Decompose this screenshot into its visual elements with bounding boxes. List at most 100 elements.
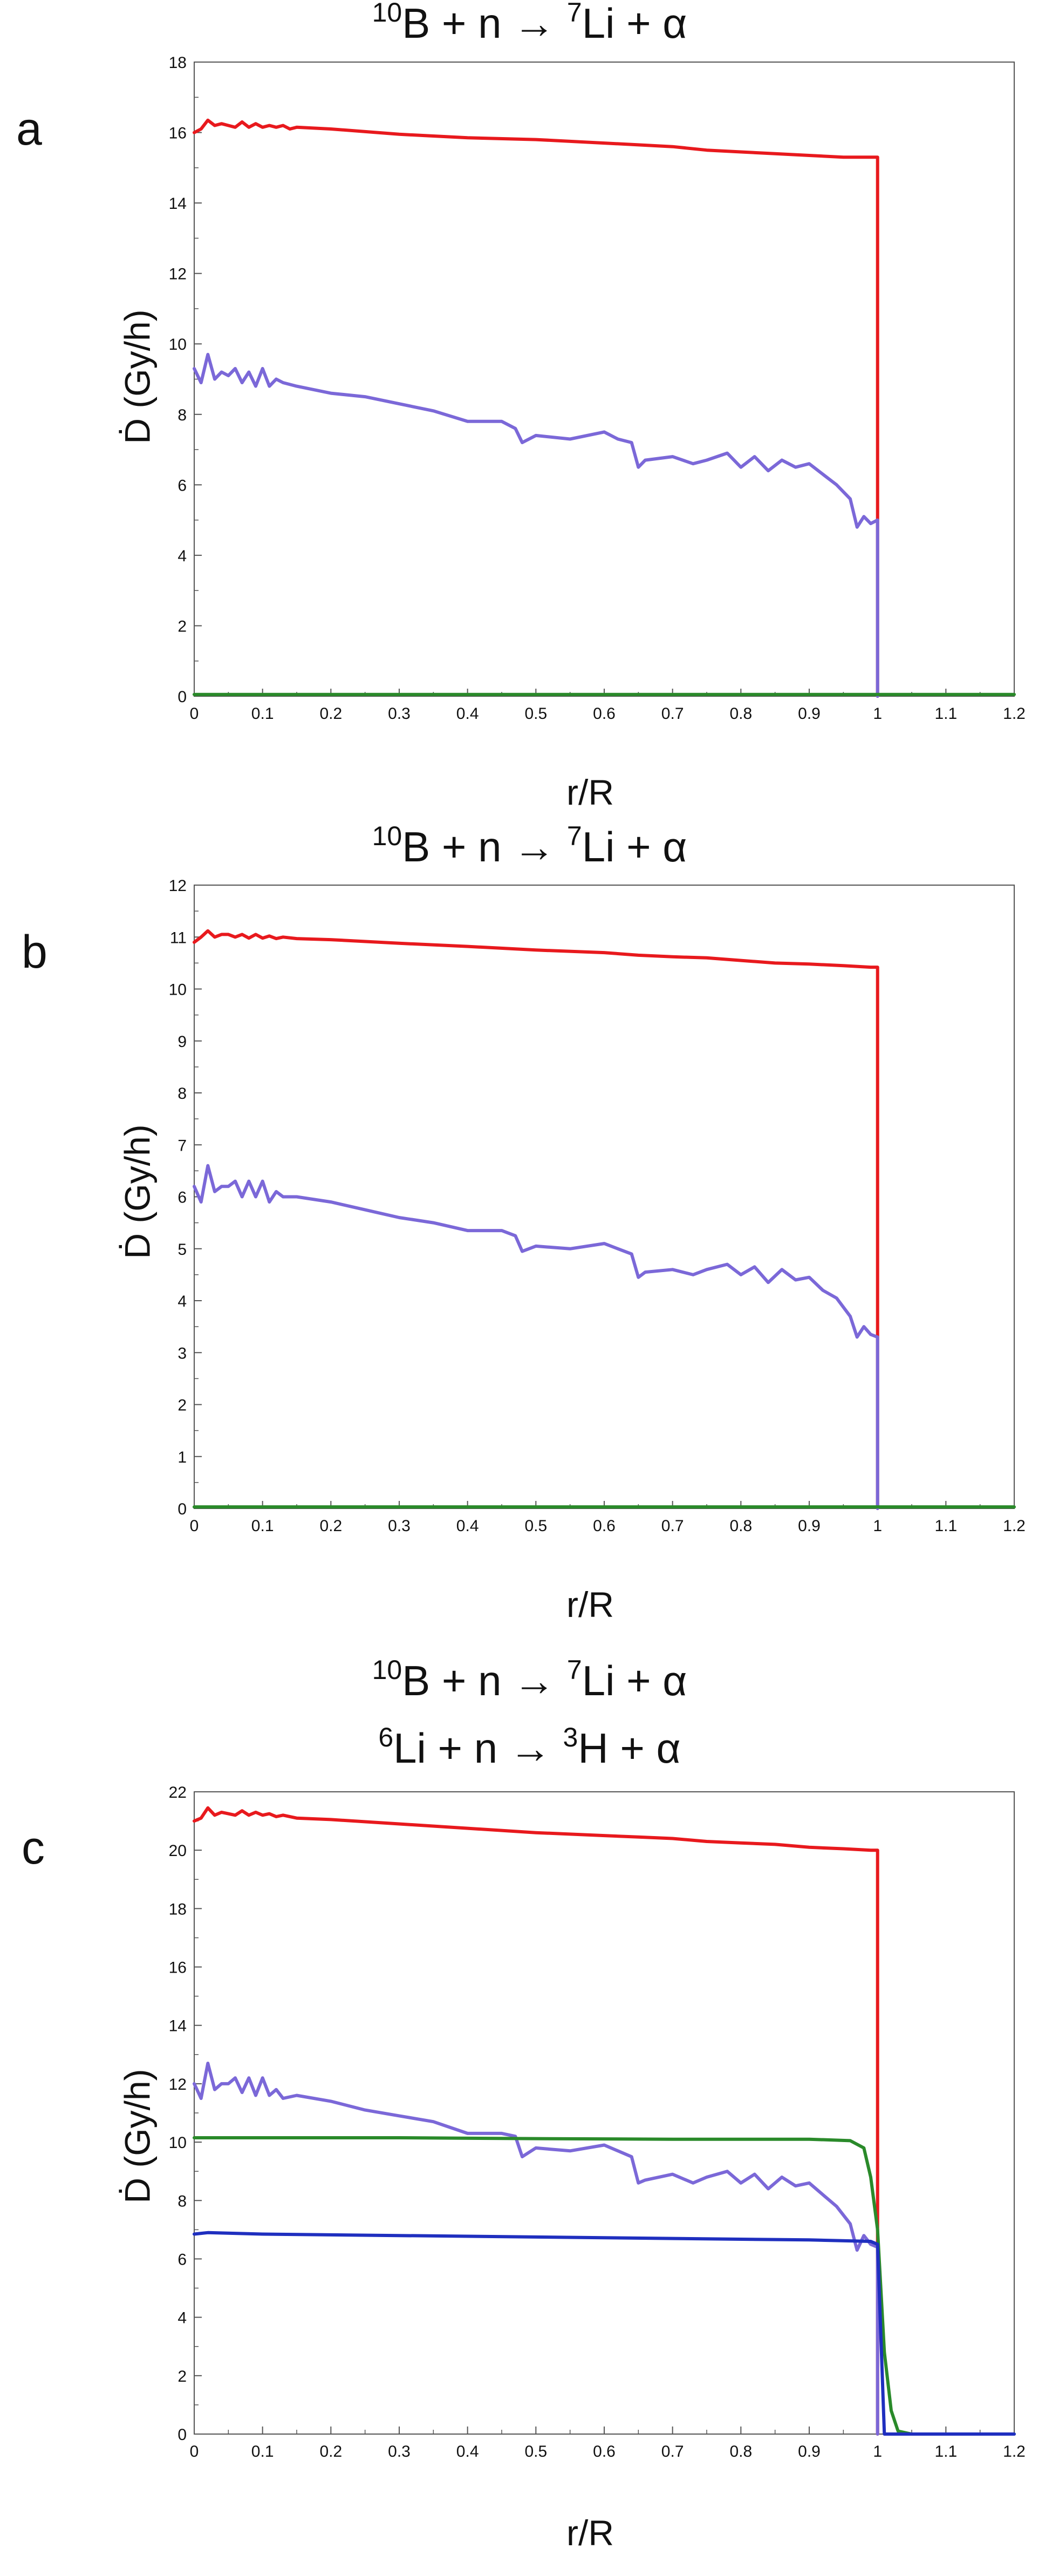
title-text: H + α xyxy=(578,1724,681,1772)
x-tick-label: 0.1 xyxy=(251,2443,274,2461)
title-superscript: 3 xyxy=(563,1722,578,1752)
y-tick-label: 4 xyxy=(177,1293,187,1310)
series-line-3 xyxy=(193,2231,1016,2436)
x-tick-label: 0 xyxy=(190,2443,199,2461)
y-tick-label: 4 xyxy=(177,547,187,565)
title-text: Li + α xyxy=(582,1657,687,1704)
y-tick-label: 1 xyxy=(177,1449,187,1466)
title-superscript: 10 xyxy=(372,1655,402,1685)
chart-a: 0 0.1 0.2 0.3 0.4 0.5 0.6 0.7 0.8 0.9 1 1.1 1.2 0 2 4 6 8… xyxy=(169,54,1026,723)
y-tick-label: 3 xyxy=(177,1344,187,1362)
x-tick-label: 1.1 xyxy=(934,2443,957,2461)
y-tick-label: 22 xyxy=(169,1784,187,1802)
y-tick-label: 0 xyxy=(177,1500,187,1518)
title-text: B + n → xyxy=(402,0,567,47)
x-tick-label: 0.2 xyxy=(319,1517,342,1535)
title-text: Li + α xyxy=(582,0,687,47)
x-axis-label: r/R xyxy=(566,772,614,812)
y-tick-label: 2 xyxy=(177,617,187,635)
x-tick-label: 1.1 xyxy=(934,1517,957,1535)
x-tick-label: 0.5 xyxy=(524,2443,547,2461)
series-line-0 xyxy=(193,118,879,698)
y-tick-label: 5 xyxy=(177,1241,187,1259)
panel-label: c xyxy=(22,1822,45,1874)
y-tick-label: 12 xyxy=(169,877,187,895)
x-tick-label: 0.6 xyxy=(593,2443,616,2461)
x-tick-label: 0.7 xyxy=(661,705,684,723)
x-tick-label: 0.9 xyxy=(798,2443,821,2461)
title-line: 10B + n → 7Li + α xyxy=(372,1655,687,1704)
y-tick-label: 18 xyxy=(169,1900,187,1918)
x-tick-label: 0.4 xyxy=(456,2443,479,2461)
title-text: B + n → xyxy=(402,1657,567,1704)
panel-label: b xyxy=(22,926,47,978)
chart-title: 10B + n → 7Li + α xyxy=(0,1655,1059,1704)
y-tick-label: 14 xyxy=(169,2017,187,2035)
x-axis-label: r/R xyxy=(566,2513,614,2553)
x-tick-label: 1.2 xyxy=(1003,1517,1026,1535)
title-superscript: 7 xyxy=(566,821,582,851)
x-tick-label: 0.1 xyxy=(251,705,274,723)
x-tick-label: 0.6 xyxy=(593,1517,616,1535)
title-superscript: 10 xyxy=(372,0,402,28)
title-line: 10B + n → 7Li + α xyxy=(372,823,687,871)
y-tick-label: 10 xyxy=(169,336,187,354)
y-tick-label: 11 xyxy=(170,929,187,947)
x-tick-label: 0.7 xyxy=(661,2443,684,2461)
x-tick-label: 1.2 xyxy=(1003,2443,1026,2461)
y-tick-label: 0 xyxy=(177,688,187,706)
x-tick-label: 0.8 xyxy=(729,705,752,723)
y-tick-label: 8 xyxy=(177,1085,187,1103)
x-tick-label: 0.5 xyxy=(524,705,547,723)
x-tick-label: 0.5 xyxy=(524,1517,547,1535)
y-tick-label: 10 xyxy=(169,981,187,999)
title-text: Li + n → xyxy=(393,1724,563,1772)
x-tick-label: 0.3 xyxy=(388,705,411,723)
title-text: B + n → xyxy=(402,823,567,871)
y-tick-label: 7 xyxy=(177,1137,187,1154)
title-text: Li + α xyxy=(582,823,687,871)
x-tick-label: 1 xyxy=(873,2443,882,2461)
x-tick-label: 1 xyxy=(873,1517,882,1535)
series-line-1 xyxy=(193,352,879,698)
x-tick-label: 0.3 xyxy=(388,2443,411,2461)
series-line-1 xyxy=(193,2062,879,2436)
title-line: 10B + n → 7Li + α xyxy=(372,0,687,47)
y-tick-label: 6 xyxy=(177,477,187,494)
y-tick-label: 16 xyxy=(169,125,187,142)
x-tick-label: 0.9 xyxy=(798,705,821,723)
x-tick-label: 0 xyxy=(190,705,199,723)
x-tick-label: 0.8 xyxy=(729,1517,752,1535)
y-tick-label: 2 xyxy=(177,1397,187,1415)
y-tick-label: 8 xyxy=(177,2192,187,2210)
plot-frame xyxy=(194,885,1015,1509)
panel-label: a xyxy=(16,103,42,155)
y-tick-label: 12 xyxy=(169,266,187,283)
chart-b: 0 0.1 0.2 0.3 0.4 0.5 0.6 0.7 0.8 0.9 1 1.1 1.201234… xyxy=(169,877,1026,1535)
title-superscript: 6 xyxy=(378,1722,394,1752)
chart-c: 0 0.1 0.2 0.3 0.4 0.5 0.6 0.7 0.8 0.9 1 1.1 1.2 0 2 4 6 8… xyxy=(169,1784,1026,2461)
x-tick-label: 0.1 xyxy=(251,1517,274,1535)
y-tick-label: 6 xyxy=(177,2251,187,2268)
plot-frame xyxy=(194,1791,1015,2435)
y-tick-label: 10 xyxy=(169,2134,187,2152)
x-tick-label: 1.2 xyxy=(1003,705,1026,723)
y-tick-label: 20 xyxy=(169,1842,187,1860)
series-line-0 xyxy=(193,1806,879,2436)
x-tick-label: 0.7 xyxy=(661,1517,684,1535)
y-tick-label: 6 xyxy=(177,1189,187,1207)
y-tick-label: 2 xyxy=(177,2368,187,2385)
x-tick-label: 0.2 xyxy=(319,2443,342,2461)
chart-title: 10B + n → 7Li + α xyxy=(0,823,1059,871)
chart-title: 10B + n → 7Li + α xyxy=(0,0,1059,47)
y-tick-label: 14 xyxy=(169,195,187,213)
x-tick-label: 0.4 xyxy=(456,1517,479,1535)
y-tick-label: 4 xyxy=(177,2309,187,2327)
x-tick-label: 1.1 xyxy=(934,705,957,723)
x-tick-label: 0.6 xyxy=(593,705,616,723)
x-tick-label: 0.4 xyxy=(456,705,479,723)
x-tick-label: 1 xyxy=(873,705,882,723)
y-tick-label: 0 xyxy=(177,2426,187,2444)
title-superscript: 7 xyxy=(566,1655,582,1685)
